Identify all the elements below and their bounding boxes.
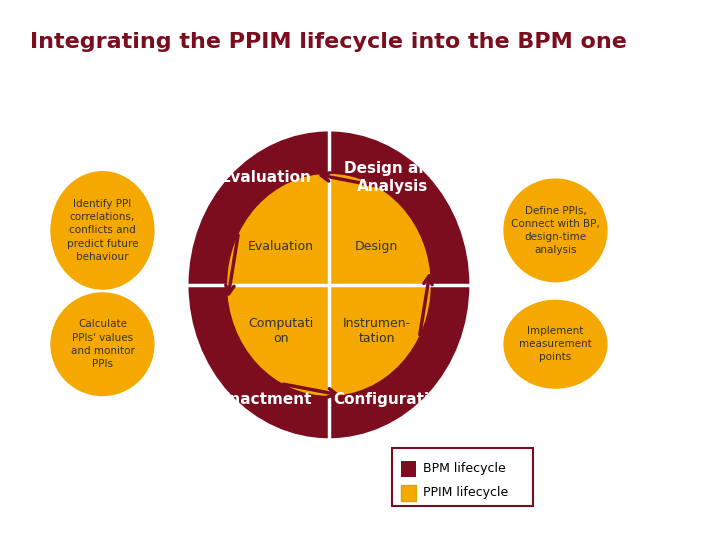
Text: Enactment: Enactment [220, 393, 312, 407]
Text: Implement
measurement
points: Implement measurement points [519, 326, 592, 362]
Ellipse shape [50, 171, 155, 290]
Ellipse shape [50, 292, 155, 396]
Ellipse shape [503, 178, 608, 282]
FancyBboxPatch shape [392, 448, 533, 505]
Text: Instrumen-
tation: Instrumen- tation [343, 316, 411, 345]
Text: Computati
on: Computati on [248, 316, 314, 345]
Circle shape [229, 176, 428, 394]
Text: Design and
Analysis: Design and Analysis [344, 161, 440, 194]
Circle shape [189, 131, 469, 438]
Text: Calculate
PPIs' values
and monitor
PPIs: Calculate PPIs' values and monitor PPIs [71, 320, 135, 369]
Text: Configuration: Configuration [333, 393, 451, 407]
Text: Design: Design [355, 240, 398, 253]
Text: Identify PPI
correlations,
conflicts and
predict future
behaviour: Identify PPI correlations, conflicts and… [67, 199, 138, 262]
Bar [402, 485, 416, 501]
Text: PPIM lifecycle: PPIM lifecycle [423, 486, 508, 499]
Bar [402, 461, 416, 477]
Text: Evaluation: Evaluation [220, 170, 311, 185]
Text: Evaluation: Evaluation [248, 240, 314, 253]
Text: Define PPIs,
Connect with BP,
design-time
analysis: Define PPIs, Connect with BP, design-tim… [511, 206, 600, 255]
Text: Integrating the PPIM lifecycle into the BPM one: Integrating the PPIM lifecycle into the … [30, 32, 627, 52]
Text: BPM lifecycle: BPM lifecycle [423, 462, 506, 475]
Ellipse shape [503, 300, 608, 389]
